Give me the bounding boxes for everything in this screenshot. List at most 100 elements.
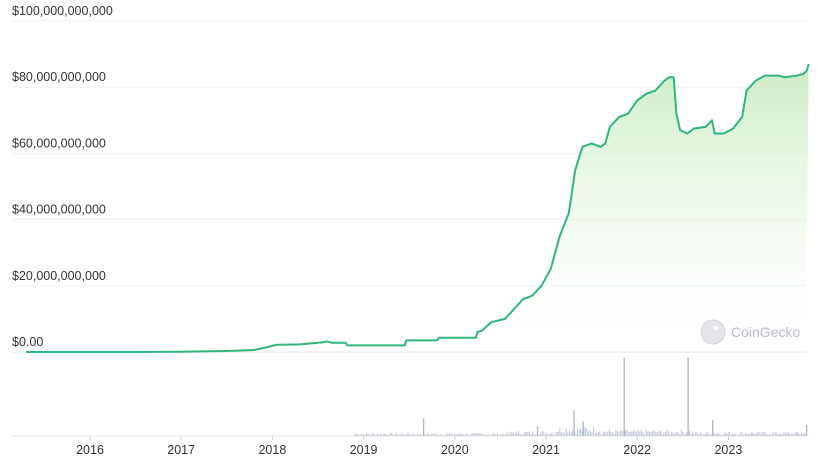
volume-bar [728,431,730,436]
y-tick-label: $80,000,000,000 [12,70,106,84]
volume-bar [599,431,601,436]
volume-bar [479,433,481,436]
volume-bar [434,433,436,436]
volume-bar [604,432,606,436]
volume-bar [448,433,450,436]
volume-bar [773,432,775,436]
volume-bar [535,434,537,436]
volume-bar [418,434,420,436]
volume-bar [544,434,546,436]
volume-bar [608,430,610,436]
gridlines [12,20,806,437]
volume-bar [679,434,681,436]
volume-bar [512,432,514,436]
volume-bar [642,432,644,436]
volume-bar [727,433,729,436]
volume-bar [663,432,665,436]
volume-bar [469,434,471,436]
volume-bar [538,434,540,436]
volume-bar [477,433,479,436]
volume-bar [453,434,455,436]
volume-bar [631,431,633,436]
volume-bar [775,431,777,436]
volume-bar [552,434,554,436]
volume-bar [520,434,522,436]
volume-bar [532,431,534,436]
volume-bar [658,430,660,436]
volume-bar [450,432,452,436]
volume-bar [799,433,801,436]
volume-bar [572,429,574,436]
volume-bar [647,431,649,436]
volume-bar [412,433,414,436]
volume-bar [607,431,609,436]
volume-bar [716,433,718,436]
volume-spike [582,421,584,436]
volume-bar [455,434,457,436]
volume-bar [546,432,548,436]
volume-bar [580,427,582,436]
volume-bar [792,434,794,436]
volume-bar [588,431,590,436]
volume-bar [684,434,686,436]
volume-bar [752,433,754,436]
x-tick-label: 2016 [76,443,104,457]
volume-bar [463,434,465,436]
volume-bar [596,432,598,436]
volume-bar [396,432,398,436]
volume-bar [613,433,615,436]
volume-bar [431,433,433,436]
volume-bar [685,432,687,436]
volume-bar [597,432,599,436]
volume-bar [568,430,570,436]
volume-bar [653,430,655,436]
volume-bar [578,430,580,436]
volume-bar [399,434,401,436]
volume-bar [540,432,542,436]
volume-bar [498,435,500,436]
volume-bar [565,428,567,436]
volume-bar [525,432,527,436]
volume-bar [372,433,374,436]
volume-bar [501,433,503,436]
volume-bar [488,434,490,436]
volume-bar [783,431,785,436]
volume-bar [764,432,766,436]
volume-bar [700,432,702,436]
watermark: CoinGecko [700,319,800,345]
volume-bar [503,434,505,436]
volume-bar [410,434,412,436]
volume-bar [415,434,417,436]
volume-bar [776,434,778,436]
volume-bar [476,433,478,436]
volume-bar [360,434,362,436]
volume-bar [796,431,798,436]
volume-bar [703,433,705,436]
volume-bar [493,433,495,436]
volume-bar [778,433,780,436]
volume-bar [581,430,583,436]
volume-bar [682,431,684,436]
volume-bar [748,433,750,436]
volume-bar [567,432,569,436]
gecko-icon [700,319,726,345]
volume-bar [668,431,670,436]
volume-bar [688,431,690,436]
volume-bar [375,435,377,436]
volume-bar [690,433,692,436]
volume-bar [591,432,593,436]
x-tick-label: 2021 [532,443,560,457]
volume-bar [456,434,458,436]
volume-bar [751,432,753,436]
volume-bar [533,434,535,436]
volume-spike [687,357,689,436]
volume-bar [696,432,698,436]
volume-bar [791,432,793,436]
volume-bar [506,432,508,436]
volume-bar [383,433,385,436]
volume-bar [528,431,530,436]
volume-bar [746,433,748,436]
volume-bar [610,431,612,436]
volume-bar [437,434,439,436]
